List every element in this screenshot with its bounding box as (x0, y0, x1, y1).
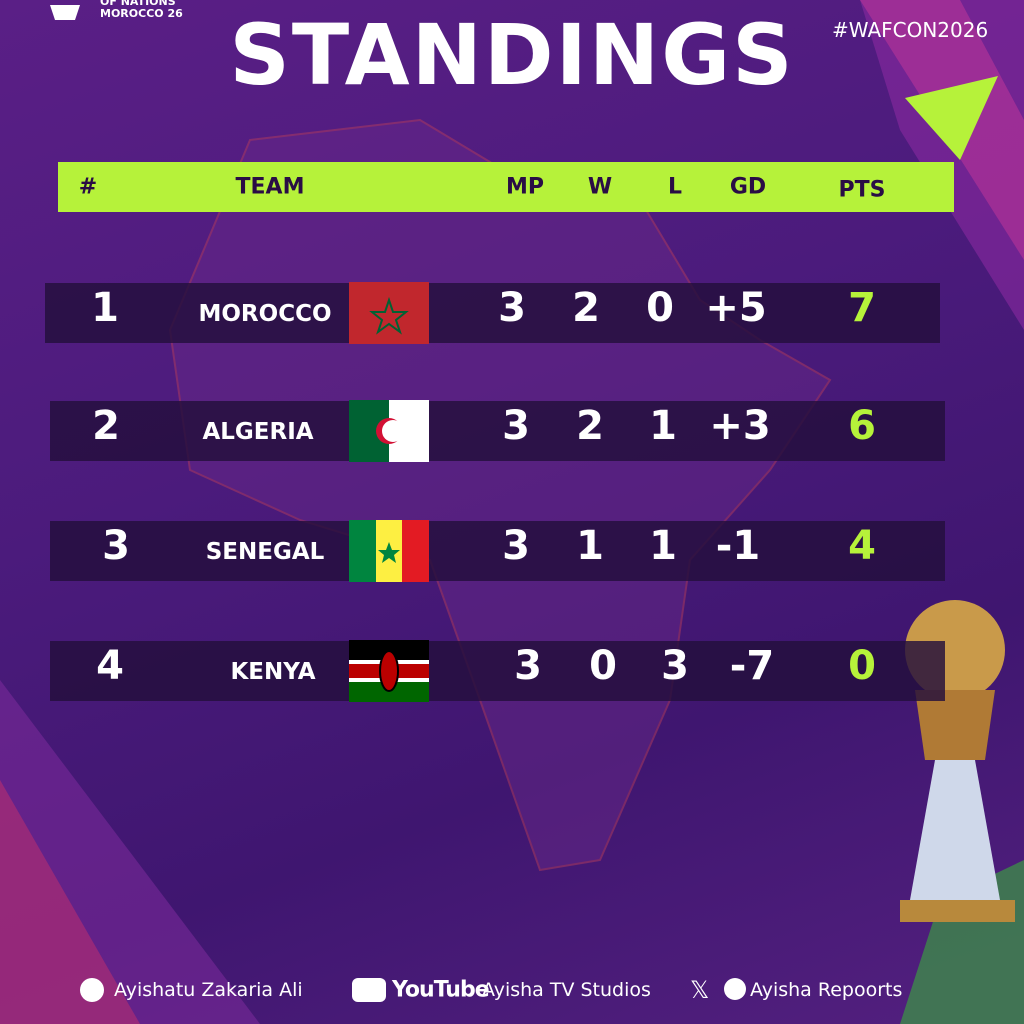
table-row (45, 283, 940, 343)
stat: 0 (646, 285, 674, 331)
column-header: PTS (838, 177, 886, 203)
facebook-icon (80, 978, 104, 1002)
points: 4 (848, 523, 876, 569)
hashtag: #WAFCON2026 (832, 18, 989, 42)
column-header: TEAM (235, 174, 305, 200)
stat: 1 (649, 523, 677, 569)
points: 7 (848, 285, 876, 331)
logo-line: OF NATIONS (100, 0, 176, 8)
youtube-handle: Ayisha TV Studios (482, 979, 651, 1001)
stat: 3 (661, 643, 689, 689)
table-row (50, 521, 945, 581)
tiktok-handle: Ayisha Repoorts (750, 979, 903, 1001)
flag (349, 640, 429, 702)
logo-text: OF NATIONS MOROCCO 26 (100, 0, 183, 20)
stat: 2 (572, 285, 600, 331)
stat: 3 (514, 643, 542, 689)
column-header: GD (729, 174, 767, 200)
rank: 4 (96, 643, 124, 689)
stat: +5 (705, 285, 767, 331)
stat: +3 (709, 403, 771, 449)
rank: 3 (102, 523, 130, 569)
column-header: L (667, 174, 683, 200)
stat: 3 (502, 403, 530, 449)
stat: -7 (729, 643, 775, 689)
stat: 1 (649, 403, 677, 449)
table-row (50, 641, 945, 701)
table-row (50, 401, 945, 461)
team-name: KENYA (230, 659, 316, 685)
title: STANDINGS (229, 6, 795, 104)
flag (349, 282, 429, 344)
team-name: SENEGAL (205, 539, 325, 565)
column-header: # (78, 174, 98, 200)
tiktok-icon (724, 978, 746, 1000)
column-header: W (587, 174, 613, 200)
trophy (900, 600, 1015, 922)
points: 0 (848, 643, 876, 689)
stat: -1 (715, 523, 761, 569)
table-header (58, 162, 954, 212)
youtube-logo: YouTube (392, 977, 490, 1003)
points: 6 (848, 403, 876, 449)
stat: 2 (576, 403, 604, 449)
team-name: MOROCCO (198, 301, 332, 327)
rank: 1 (91, 285, 119, 331)
flag (349, 400, 429, 462)
youtube-icon (352, 978, 386, 1002)
logo-line: MOROCCO 26 (100, 7, 183, 20)
stat: 1 (576, 523, 604, 569)
stat: 3 (498, 285, 526, 331)
facebook-handle: Ayishatu Zakaria Ali (114, 979, 303, 1001)
column-header: MP (505, 174, 545, 200)
rank: 2 (92, 403, 120, 449)
stat: 0 (589, 643, 617, 689)
flag (349, 520, 429, 582)
x-icon: 𝕏 (690, 976, 710, 1004)
team-name: ALGERIA (202, 419, 314, 445)
stat: 3 (502, 523, 530, 569)
logo-icon (50, 5, 80, 20)
